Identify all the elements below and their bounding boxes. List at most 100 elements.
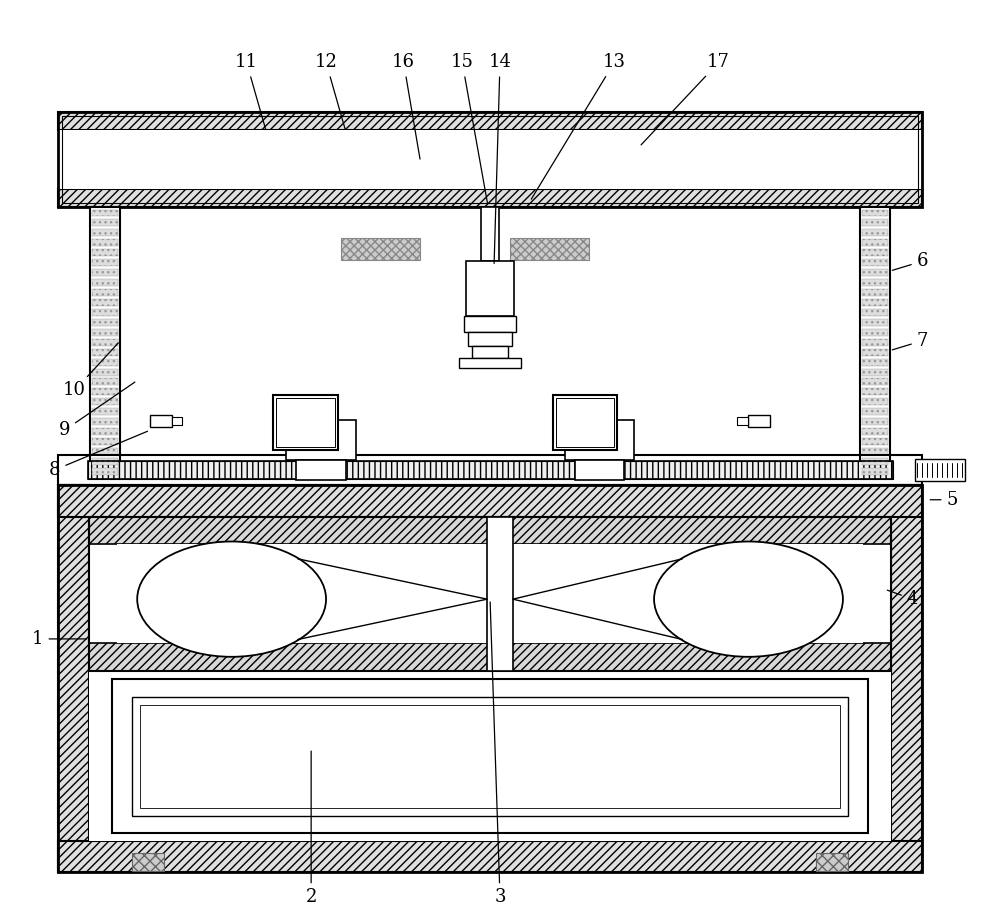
Bar	[92, 399, 118, 405]
Bar	[92, 319, 118, 326]
Ellipse shape	[137, 542, 326, 657]
Bar	[92, 239, 118, 246]
Bar	[286, 420, 356, 460]
Bar	[510, 239, 589, 261]
Bar	[58, 484, 922, 517]
Bar	[88, 461, 893, 479]
Bar	[862, 269, 888, 276]
Text: 4: 4	[887, 590, 918, 608]
Bar	[481, 206, 499, 262]
Bar	[117, 544, 863, 643]
Text: 9: 9	[59, 382, 135, 439]
Bar	[468, 332, 512, 345]
Bar	[341, 239, 420, 261]
Bar	[273, 395, 338, 450]
Bar	[862, 339, 888, 345]
Bar	[112, 679, 868, 833]
Bar	[862, 319, 888, 326]
Text: 3: 3	[490, 602, 506, 906]
Bar	[860, 206, 890, 475]
Bar	[862, 389, 888, 395]
Bar	[862, 438, 888, 445]
Bar	[92, 408, 118, 415]
Bar	[565, 420, 634, 460]
Bar	[862, 229, 888, 237]
Bar	[132, 853, 164, 870]
Bar	[58, 189, 922, 206]
Bar	[891, 484, 922, 872]
Bar	[132, 696, 848, 816]
Bar	[862, 418, 888, 426]
Bar	[58, 112, 922, 206]
Bar	[92, 349, 118, 356]
Text: 16: 16	[392, 53, 420, 159]
Bar	[92, 219, 118, 227]
Text: 11: 11	[235, 53, 266, 129]
Bar	[150, 415, 172, 427]
Bar	[862, 309, 888, 316]
Bar	[92, 329, 118, 336]
Bar	[466, 262, 514, 316]
Bar	[92, 339, 118, 345]
Bar	[89, 643, 891, 670]
Bar	[862, 399, 888, 405]
Bar	[862, 209, 888, 216]
Text: 7: 7	[892, 332, 928, 350]
Bar	[92, 468, 118, 475]
Bar	[90, 206, 120, 475]
Bar	[92, 449, 118, 455]
Bar	[92, 368, 118, 376]
Bar	[92, 229, 118, 237]
Bar	[296, 460, 346, 480]
Bar	[487, 517, 513, 670]
Bar	[92, 438, 118, 445]
Bar	[862, 329, 888, 336]
Bar	[816, 853, 848, 870]
Text: 8: 8	[49, 431, 148, 479]
Bar	[862, 289, 888, 296]
Bar	[862, 259, 888, 266]
Bar	[92, 259, 118, 266]
Bar	[62, 116, 918, 203]
Bar	[89, 517, 891, 670]
Text: 17: 17	[641, 53, 730, 145]
Text: 13: 13	[531, 53, 626, 199]
Bar	[92, 209, 118, 216]
Bar	[862, 449, 888, 455]
Bar	[862, 368, 888, 376]
Text: 12: 12	[315, 53, 345, 129]
Bar	[862, 408, 888, 415]
Bar	[92, 309, 118, 316]
Bar	[88, 461, 893, 479]
Bar	[862, 219, 888, 227]
Bar	[748, 415, 770, 427]
Bar	[89, 517, 891, 841]
Bar	[862, 358, 888, 366]
Bar	[862, 299, 888, 306]
Bar	[89, 517, 891, 544]
Bar	[464, 316, 516, 332]
Bar	[92, 289, 118, 296]
Bar	[575, 460, 624, 480]
Bar	[92, 358, 118, 366]
Bar	[92, 279, 118, 286]
Text: 2: 2	[305, 751, 317, 906]
Bar	[556, 399, 614, 447]
Bar	[472, 345, 508, 357]
Bar	[92, 379, 118, 386]
Text: 1: 1	[32, 630, 87, 647]
Bar	[58, 130, 922, 189]
Text: 6: 6	[892, 252, 928, 271]
Bar	[58, 484, 922, 872]
Bar	[553, 395, 617, 450]
Text: 10: 10	[63, 343, 118, 400]
Bar	[862, 468, 888, 475]
Bar	[862, 458, 888, 465]
Bar	[58, 112, 922, 130]
Bar	[915, 459, 965, 481]
Bar	[92, 418, 118, 426]
Bar	[92, 250, 118, 256]
Bar	[862, 349, 888, 356]
Bar	[92, 299, 118, 306]
Bar	[92, 458, 118, 465]
